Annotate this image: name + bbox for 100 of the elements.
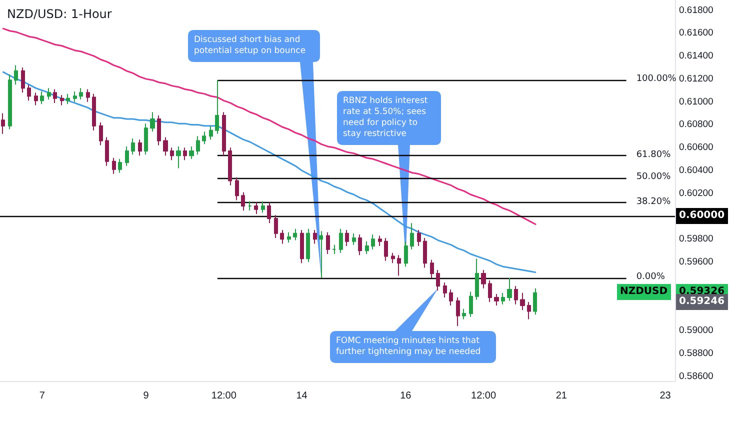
- candlestick: [157, 115, 161, 146]
- candlestick: [423, 237, 427, 268]
- candlestick: [293, 228, 297, 241]
- y-tick-label: 0.60600: [679, 142, 714, 154]
- candlestick: [384, 237, 388, 262]
- candlestick: [21, 67, 25, 94]
- candlestick: [358, 234, 362, 256]
- candlestick: [514, 286, 518, 305]
- y-tick-label: 0.61200: [679, 73, 714, 84]
- candlestick: [417, 229, 421, 246]
- candlestick: [40, 91, 44, 105]
- candlestick: [254, 202, 258, 214]
- candlestick: [47, 88, 51, 100]
- y-tick-label: 0.60200: [679, 188, 714, 199]
- candlestick: [183, 147, 187, 161]
- candlestick: [118, 158, 122, 174]
- candlestick: [105, 136, 109, 166]
- candlestick: [14, 64, 18, 86]
- candlestick: [248, 200, 252, 212]
- y-tick-label: 0.59800: [679, 234, 714, 245]
- candlestick: [462, 308, 466, 320]
- candlestick: [533, 288, 537, 316]
- candlestick: [27, 84, 31, 102]
- candlestick: [287, 232, 291, 244]
- candlestick: [144, 123, 148, 155]
- candlestick: [443, 282, 447, 298]
- candlestick: [150, 112, 155, 132]
- candlestick: [300, 229, 304, 264]
- candlestick: [73, 91, 77, 102]
- candlestick: [326, 232, 330, 254]
- annotation: Discussed short bias and potential setup on bounce: [193, 34, 307, 58]
- candlestick: [189, 146, 194, 160]
- candlestick: [235, 176, 239, 201]
- candlestick: [86, 88, 90, 102]
- candlestick: [430, 259, 434, 279]
- candlestick: [170, 147, 174, 161]
- candlestick: [410, 222, 414, 250]
- x-tick-label: 7: [39, 390, 46, 402]
- annotation: 0.00%: [636, 272, 665, 282]
- candlestick: [488, 280, 492, 303]
- candlestick: [196, 136, 200, 155]
- candlestick: [469, 291, 473, 318]
- candlestick: [125, 146, 129, 166]
- candlestick: [436, 270, 440, 292]
- candlestick: [527, 302, 531, 320]
- candlestick: [365, 240, 369, 254]
- candlestick: [92, 93, 96, 131]
- candlestick: [34, 92, 38, 106]
- candlestick: [494, 294, 499, 306]
- y-tick-label: 0.61400: [679, 50, 714, 62]
- candlestick: [456, 296, 460, 327]
- y-tick-label: 0.59600: [679, 256, 714, 268]
- x-tick-label: 9: [143, 390, 150, 402]
- candlestick: [274, 214, 278, 238]
- candlestick: [176, 146, 181, 169]
- candlestick: [66, 93, 70, 105]
- annotation: FOMC meeting minutes hints that further tightening may be needed: [335, 335, 482, 359]
- y-tick-label: 0.60400: [679, 164, 714, 176]
- y-tick-label: 0.61000: [679, 96, 714, 108]
- x-tick-label: 16: [400, 390, 412, 402]
- ref-line-label: 0.60000: [676, 208, 728, 224]
- y-tick-label: 0.59000: [679, 325, 714, 336]
- line-series: [2, 71, 536, 274]
- x-tick-label: 21: [556, 390, 568, 402]
- annotation: 38.20%: [636, 196, 671, 206]
- y-tick-label: 0.58600: [679, 370, 714, 382]
- candlestick: [138, 139, 142, 156]
- candlestick: [1, 112, 5, 134]
- candlestick: [507, 278, 512, 302]
- candlestick: [352, 232, 356, 246]
- candlestick: [280, 229, 284, 244]
- candlestick: [261, 200, 265, 214]
- candlestick: [319, 230, 323, 279]
- candlestick: [313, 229, 317, 244]
- annotation: 100.00%: [636, 74, 676, 84]
- candlestick: [60, 94, 64, 106]
- candlestick: [8, 74, 12, 130]
- candlestick: [391, 252, 395, 264]
- candlestick: [241, 192, 245, 212]
- annotation: NZDUSD: [617, 284, 671, 300]
- candlestick: [449, 288, 453, 306]
- candlestick: [397, 254, 401, 276]
- candlestick: [345, 229, 349, 246]
- candlestick: [131, 138, 135, 155]
- candlestick: [332, 244, 336, 254]
- candlestick: [378, 235, 382, 246]
- candlestick: [99, 122, 103, 146]
- candlestick: [53, 88, 57, 104]
- annotation: RBNZ holds interest rate at 5.50%; sees need for policy to stay restrictive: [342, 95, 429, 141]
- candlestick: [209, 125, 213, 140]
- candlestick: [79, 88, 83, 100]
- annotation: 61.80%: [636, 150, 671, 160]
- candlestick: [202, 131, 206, 145]
- x-tick-label: 12:00: [471, 390, 496, 402]
- x-tick-label: 23: [660, 390, 672, 402]
- candlestick: [215, 80, 219, 134]
- y-tick-label: 0.61600: [679, 28, 714, 39]
- candlestick: [371, 234, 375, 250]
- candlestick: [475, 258, 479, 300]
- y-tick-label: 0.58800: [679, 348, 714, 360]
